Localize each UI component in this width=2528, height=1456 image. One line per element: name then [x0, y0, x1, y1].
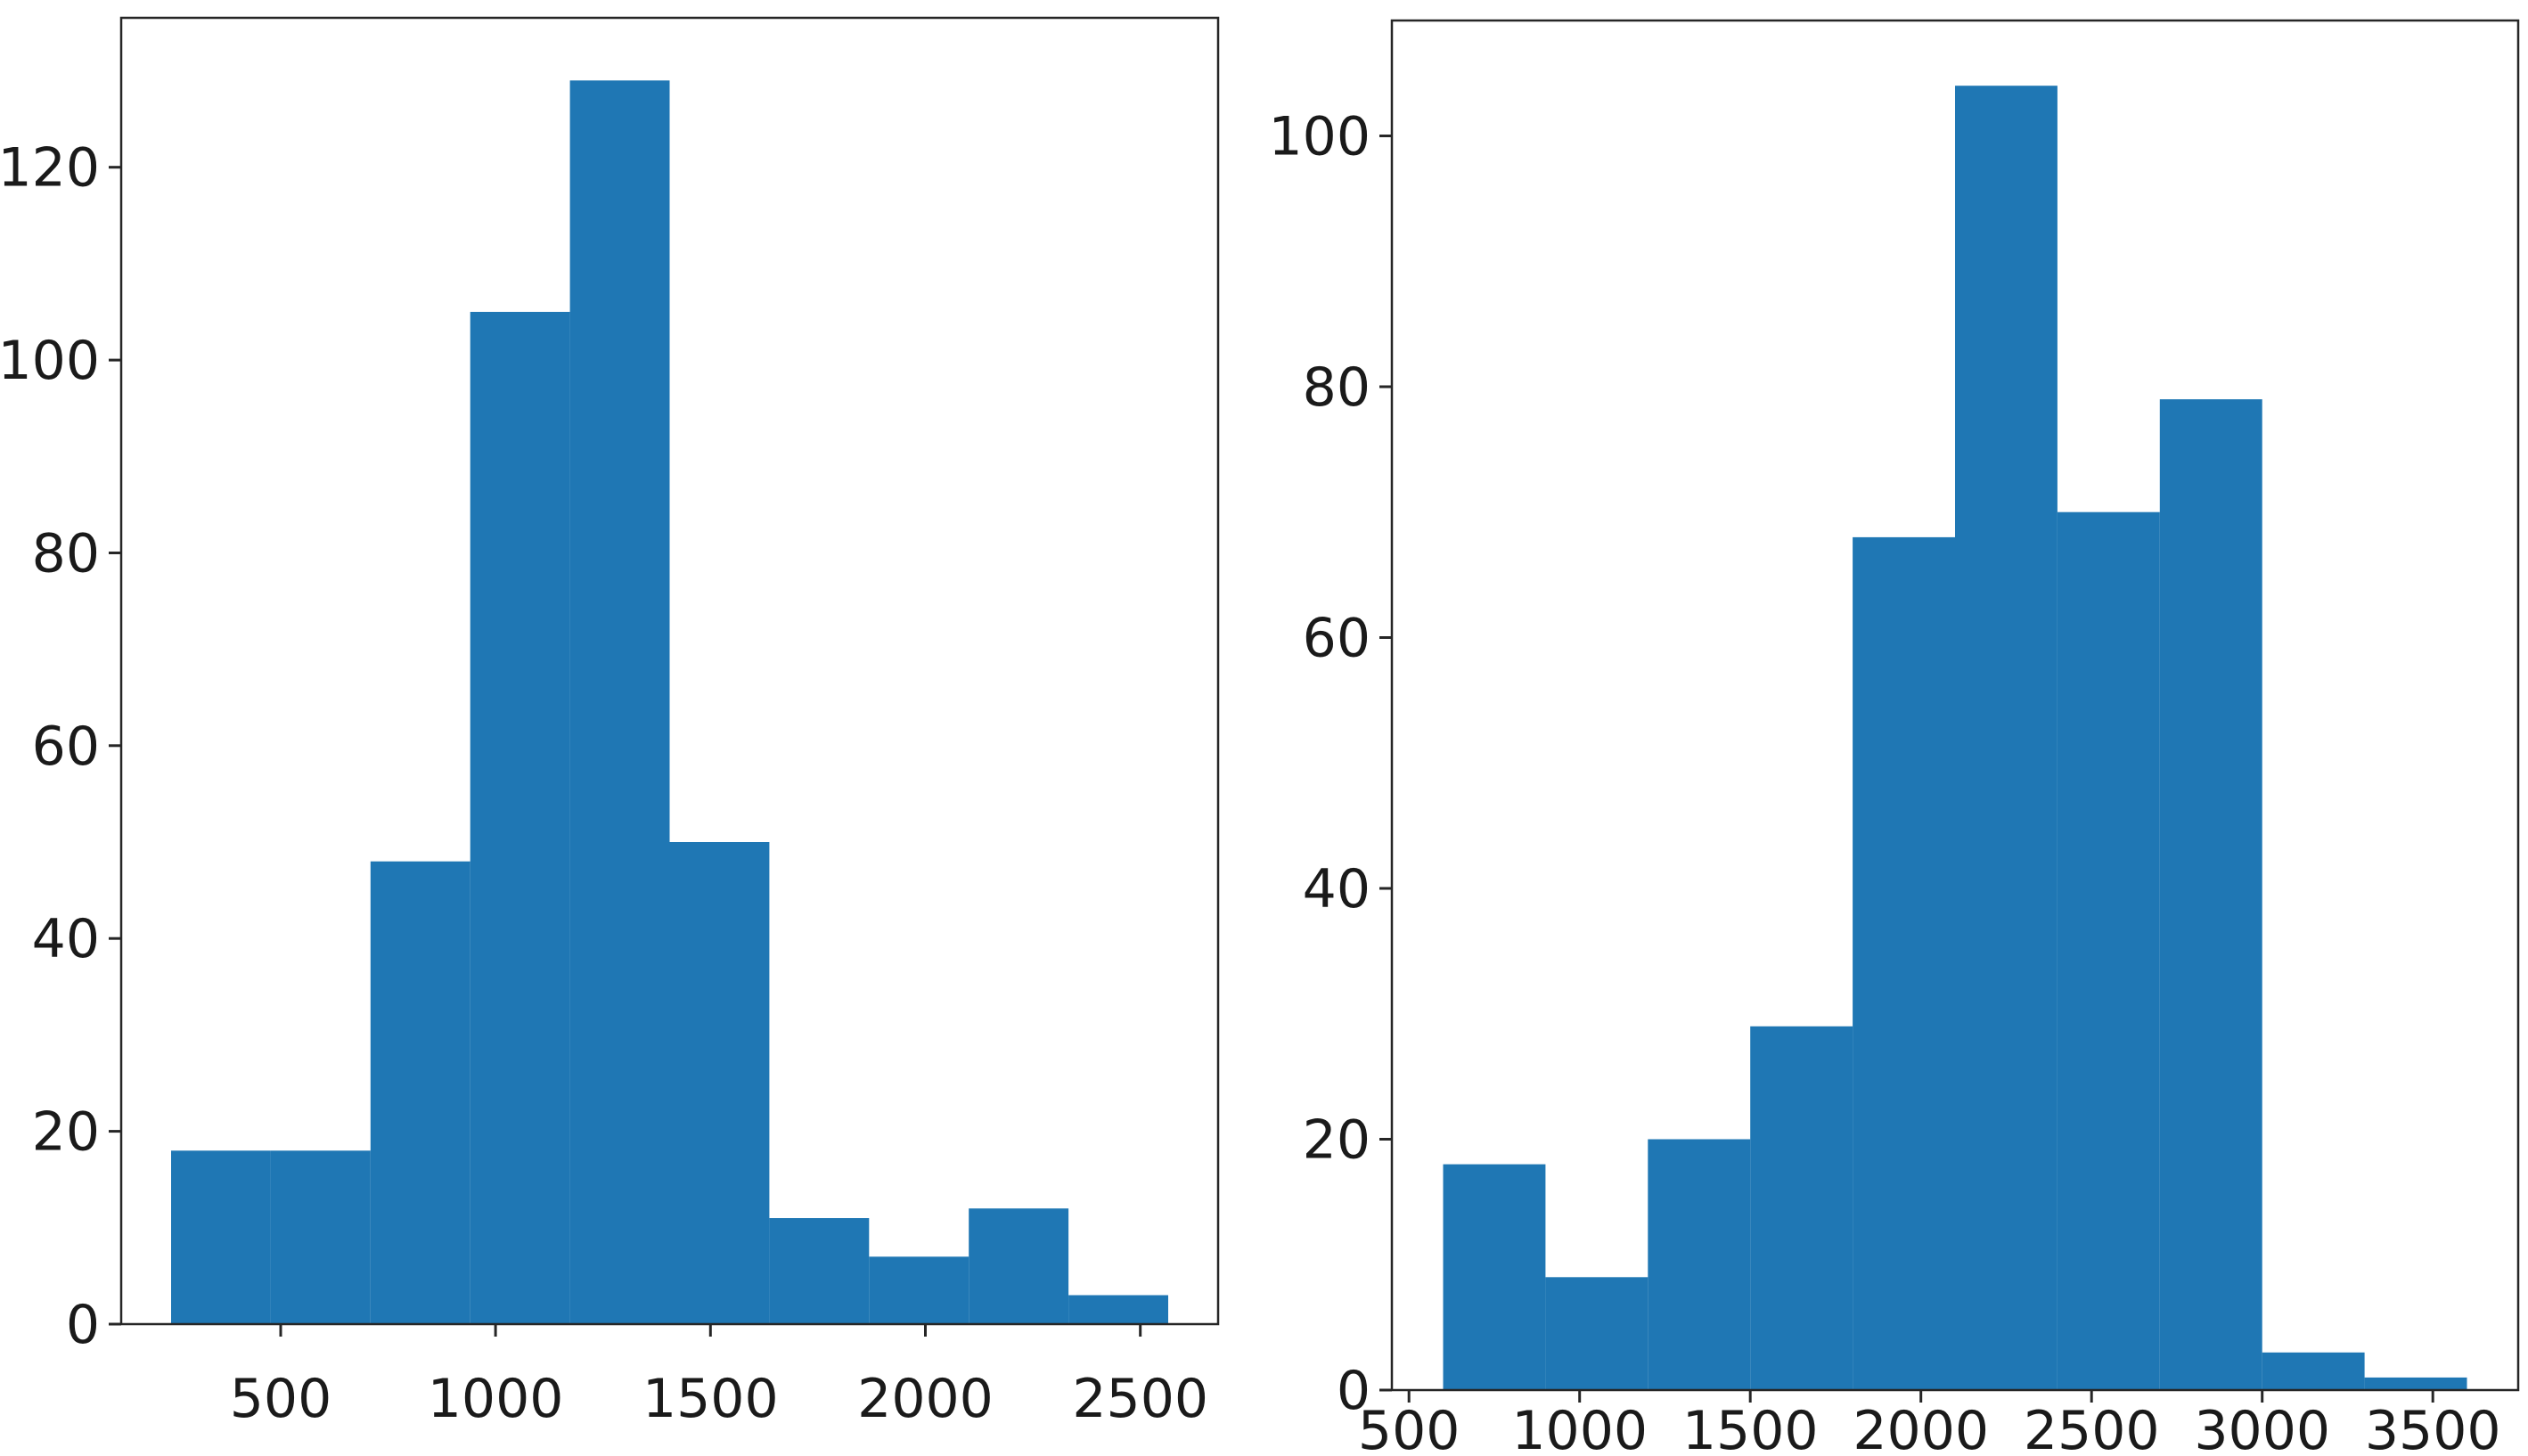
y-tick-label: 60	[1303, 608, 1370, 670]
x-tick-label: 3000	[2194, 1400, 2330, 1452]
y-tick-label: 0	[1337, 1360, 1370, 1422]
hist-bar	[869, 1256, 969, 1324]
x-tick-label: 1500	[642, 1368, 779, 1430]
y-tick-label: 40	[32, 908, 100, 970]
hist-bar	[1443, 1164, 1546, 1390]
hist-bar	[1545, 1277, 1649, 1390]
hist-bar	[171, 1150, 271, 1324]
hist-bar	[669, 842, 770, 1324]
y-tick-label: 60	[32, 716, 100, 778]
hist-bar	[470, 312, 570, 1324]
x-tick-label: 2500	[2024, 1400, 2160, 1452]
hist-bar	[569, 80, 670, 1324]
hist-bar	[270, 1150, 371, 1324]
x-tick-label: 3500	[2365, 1400, 2501, 1452]
x-tick-label: 1500	[1682, 1400, 1819, 1452]
x-tick-label: 1000	[428, 1368, 564, 1430]
hist-bar	[2057, 511, 2160, 1390]
x-tick-label: 500	[1358, 1400, 1460, 1452]
hist-bar	[2364, 1377, 2467, 1390]
hist-bar	[1853, 536, 1955, 1390]
y-tick-label: 80	[32, 523, 100, 585]
y-tick-label: 0	[66, 1294, 100, 1356]
hist-bar	[1648, 1139, 1751, 1390]
hist-bar	[1068, 1295, 1168, 1324]
x-tick-label: 500	[230, 1368, 332, 1430]
x-tick-label: 2500	[1072, 1368, 1208, 1430]
y-tick-label: 80	[1303, 356, 1370, 419]
x-tick-label: 1000	[1511, 1400, 1648, 1452]
axes-spines	[119, 16, 1220, 1326]
y-tick-label: 20	[1303, 1109, 1370, 1172]
hist-bar	[769, 1218, 870, 1324]
y-tick-label: 40	[1303, 858, 1370, 920]
y-tick-label: 20	[32, 1101, 100, 1164]
histogram-right-panel: 500 1000 1500 2000 2500 3000 3500 0 20 40 60 80 100	[1268, 19, 2520, 1456]
hist-bar	[1750, 1026, 1853, 1390]
hist-bar	[2159, 399, 2262, 1391]
y-tick-label: 100	[0, 330, 100, 392]
histogram-left-panel: 500 1000 1500 2000 2500 0 20 40 60 80 100 120	[0, 16, 1220, 1430]
x-tick-label: 2000	[1853, 1400, 1989, 1452]
hist-bar	[2262, 1352, 2365, 1390]
hist-bar	[1955, 86, 2058, 1391]
y-tick-label: 120	[0, 137, 100, 200]
y-tick-label: 100	[1268, 106, 1370, 168]
axes-spines	[1390, 19, 2520, 1392]
x-tick-label: 2000	[857, 1368, 994, 1430]
hist-bar	[370, 861, 470, 1324]
hist-bar	[969, 1208, 1069, 1324]
